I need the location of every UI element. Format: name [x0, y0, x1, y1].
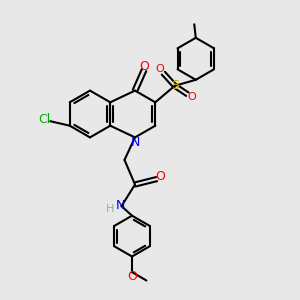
Text: O: O	[187, 92, 196, 102]
Text: N: N	[116, 199, 126, 212]
Text: H: H	[106, 203, 114, 214]
Text: S: S	[171, 79, 179, 92]
Text: O: O	[156, 170, 165, 183]
Text: O: O	[127, 270, 137, 283]
Text: O: O	[139, 60, 149, 73]
Text: Cl: Cl	[39, 113, 51, 126]
Text: O: O	[155, 64, 164, 74]
Text: N: N	[131, 136, 140, 149]
